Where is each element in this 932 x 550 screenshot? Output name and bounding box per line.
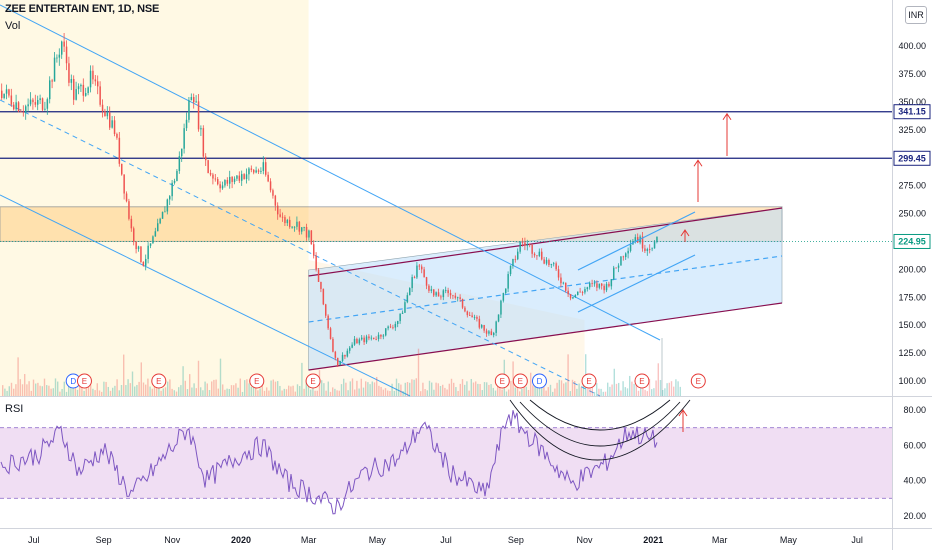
price-tick-label: 200.00 — [898, 264, 926, 274]
price-label-box-1 — [893, 150, 931, 166]
price-tick-label: 375.00 — [898, 69, 926, 79]
price-label-1: 299.45 — [898, 153, 926, 163]
rsi-tick-label: 80.00 — [903, 405, 926, 415]
time-tick-label: May — [369, 535, 387, 545]
rsi-arc-middle — [519, 401, 681, 447]
breakout-arrow — [680, 229, 690, 242]
price-tick-label: 100.00 — [898, 376, 926, 386]
rsi-arc-inner — [529, 399, 671, 431]
target-arrow-2 — [722, 112, 732, 156]
downtrend-lower-line — [0, 194, 411, 397]
channel-upper-line — [308, 207, 783, 277]
target-arrow-1 — [693, 159, 703, 202]
downtrend-upper-line — [0, 4, 661, 341]
event-marker-label: E — [310, 377, 315, 386]
price-tick-label: 350.00 — [898, 97, 926, 107]
time-tick-label: Sep — [96, 535, 112, 545]
downtrend-mid-line — [0, 99, 601, 397]
event-marker-8: E — [581, 373, 597, 389]
price-candles — [1, 33, 658, 368]
short-channel-upper — [577, 211, 696, 271]
event-marker-2: E — [151, 373, 167, 389]
event-marker-5: E — [494, 373, 510, 389]
time-tick-label: Nov — [577, 535, 594, 545]
time-tick-label: Mar — [301, 535, 317, 545]
event-marker-label: E — [586, 377, 591, 386]
price-tick-label: 400.00 — [898, 41, 926, 51]
time-tick-label: 2020 — [231, 535, 251, 545]
volume-label: Vol — [5, 20, 21, 32]
time-tick-label: 2021 — [643, 535, 663, 545]
short-channel-lower — [577, 254, 696, 313]
price-label-box-0 — [893, 104, 931, 120]
volume-bars — [2, 348, 681, 396]
time-tick-label: Jul — [851, 535, 863, 545]
rsi-tick-label: 20.00 — [903, 511, 926, 521]
price-tick-label: 150.00 — [898, 320, 926, 330]
channel-lower-line — [308, 302, 783, 371]
time-tick-label: May — [780, 535, 798, 545]
event-marker-6: E — [512, 373, 528, 389]
event-marker-label: D — [537, 377, 543, 386]
event-marker-4: E — [305, 373, 321, 389]
event-marker-label: D — [70, 377, 76, 386]
price-label-box-2 — [893, 233, 931, 249]
currency-button[interactable]: INR — [905, 6, 927, 24]
time-tick-label: Jul — [28, 535, 40, 545]
rsi-arrow — [678, 409, 688, 432]
price-tick-label: 250.00 — [898, 209, 926, 219]
event-marker-label: E — [518, 377, 523, 386]
chart-title: ZEE ENTERTAIN ENT, 1D, NSE — [5, 3, 160, 15]
rsi-tick-label: 60.00 — [903, 440, 926, 450]
time-tick-label: Nov — [164, 535, 181, 545]
event-marker-label: E — [156, 377, 161, 386]
time-tick-label: Mar — [712, 535, 728, 545]
event-marker-1: E — [76, 373, 92, 389]
price-tick-label: 325.00 — [898, 125, 926, 135]
rsi-label: RSI — [5, 403, 24, 415]
event-marker-7: D — [531, 373, 547, 389]
event-marker-9: E — [634, 373, 650, 389]
rsi-band — [0, 427, 892, 499]
event-marker-label: E — [696, 377, 701, 386]
rsi-arc-outer — [509, 399, 691, 461]
event-marker-label: E — [500, 377, 505, 386]
price-tick-label: 175.00 — [898, 292, 926, 302]
rsi-line — [0, 410, 658, 515]
event-marker-label: E — [254, 377, 259, 386]
event-marker-label: E — [82, 377, 87, 386]
event-marker-10: E — [690, 373, 706, 389]
descending-channel-fill — [0, 0, 309, 396]
channel-mid-line — [308, 255, 783, 323]
event-marker-3: E — [249, 373, 265, 389]
time-tick-label: Sep — [508, 535, 524, 545]
time-tick-label: Jul — [440, 535, 452, 545]
event-marker-label: E — [639, 377, 644, 386]
rsi-tick-label: 40.00 — [903, 476, 926, 486]
price-tick-label: 275.00 — [898, 181, 926, 191]
price-label-0: 341.15 — [898, 107, 926, 117]
price-tick-label: 125.00 — [898, 348, 926, 358]
price-label-2: 224.95 — [898, 236, 926, 246]
